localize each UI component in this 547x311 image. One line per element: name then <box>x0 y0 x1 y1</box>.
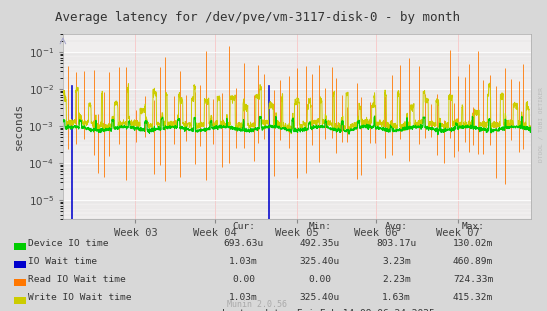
Text: 724.33m: 724.33m <box>453 275 493 284</box>
Text: 2.23m: 2.23m <box>382 275 411 284</box>
Text: 325.40u: 325.40u <box>300 293 340 302</box>
Text: 0.00: 0.00 <box>309 275 331 284</box>
Text: Last update: Fri Feb 14 09:06:24 2025: Last update: Fri Feb 14 09:06:24 2025 <box>222 309 434 311</box>
Text: 415.32m: 415.32m <box>453 293 493 302</box>
Text: DTOOL / TOBI OETIKER: DTOOL / TOBI OETIKER <box>538 87 543 162</box>
Text: 1.03m: 1.03m <box>229 257 258 266</box>
Text: 1.03m: 1.03m <box>229 293 258 302</box>
Text: 325.40u: 325.40u <box>300 257 340 266</box>
Text: 803.17u: 803.17u <box>376 239 417 248</box>
Text: 460.89m: 460.89m <box>453 257 493 266</box>
Text: Avg:: Avg: <box>385 221 408 230</box>
Text: 492.35u: 492.35u <box>300 239 340 248</box>
Text: Min:: Min: <box>309 221 331 230</box>
Y-axis label: seconds: seconds <box>14 103 24 150</box>
Text: Munin 2.0.56: Munin 2.0.56 <box>227 300 287 309</box>
Text: IO Wait time: IO Wait time <box>28 257 97 266</box>
Text: 130.02m: 130.02m <box>453 239 493 248</box>
Text: Device IO time: Device IO time <box>28 239 109 248</box>
Text: Read IO Wait time: Read IO Wait time <box>28 275 126 284</box>
Text: Max:: Max: <box>462 221 485 230</box>
Text: Average latency for /dev/pve/vm-3117-disk-0 - by month: Average latency for /dev/pve/vm-3117-dis… <box>55 11 459 24</box>
Text: Cur:: Cur: <box>232 221 255 230</box>
Text: Write IO Wait time: Write IO Wait time <box>28 293 132 302</box>
Text: 0.00: 0.00 <box>232 275 255 284</box>
Text: 1.63m: 1.63m <box>382 293 411 302</box>
Text: 693.63u: 693.63u <box>223 239 264 248</box>
Text: 3.23m: 3.23m <box>382 257 411 266</box>
